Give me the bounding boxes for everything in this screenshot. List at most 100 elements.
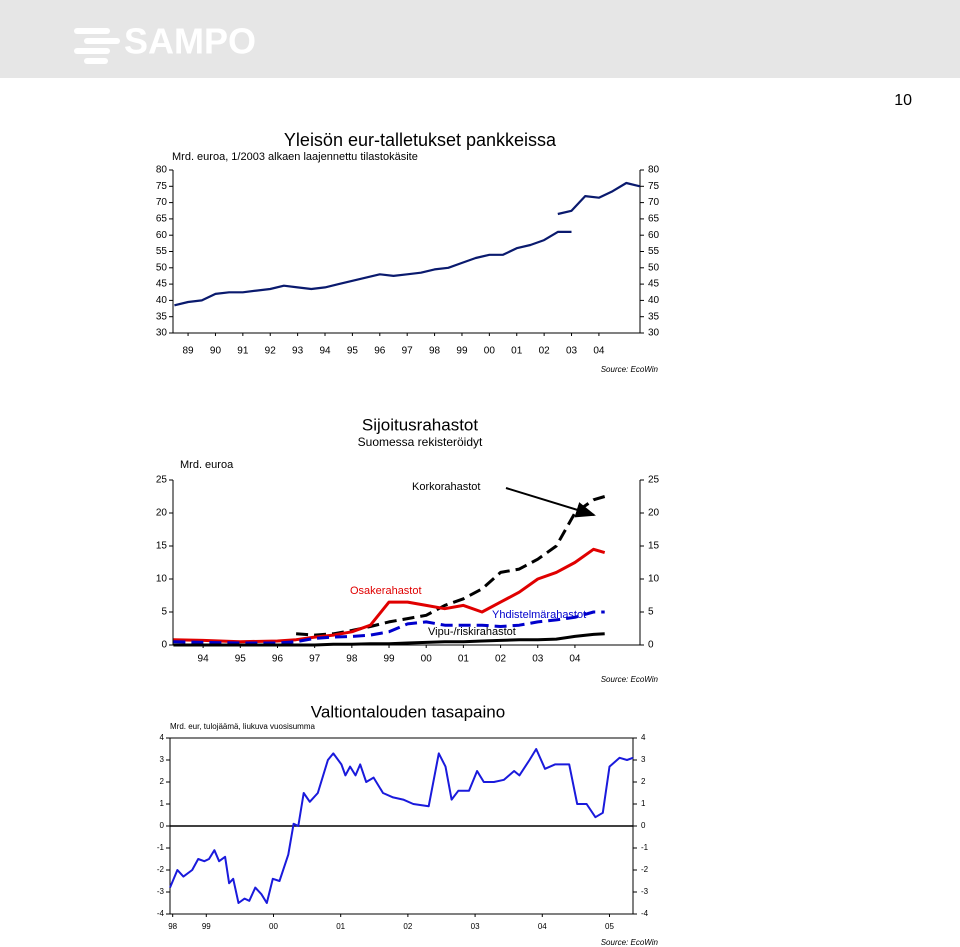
y-tick-label: 80 — [648, 165, 660, 176]
x-tick-label: 05 — [605, 922, 614, 931]
source: Source: EcoWin — [601, 938, 659, 947]
y-tick-label: 20 — [156, 508, 168, 519]
x-tick-label: 95 — [347, 346, 359, 357]
y-tick-label: 10 — [648, 574, 660, 585]
x-tick-label: 01 — [458, 654, 470, 665]
y-tick-label: 5 — [161, 607, 167, 618]
x-tick-label: 02 — [403, 922, 412, 931]
source: Source: EcoWin — [601, 675, 659, 684]
y-tick-label: -3 — [641, 887, 649, 896]
series-line — [295, 495, 606, 637]
unit-label: Mrd. euroa — [180, 459, 234, 471]
y-tick-label: 60 — [156, 230, 168, 241]
y-tick-label: -2 — [641, 865, 649, 874]
x-tick-label: 01 — [511, 346, 523, 357]
y-tick-label: -1 — [157, 843, 165, 852]
chart-title: Yleisön eur-talletukset pankkeissa — [284, 130, 557, 150]
x-tick-label: 03 — [471, 922, 480, 931]
series-label: Yhdistelmärahastot — [492, 609, 586, 621]
y-tick-label: 20 — [648, 508, 660, 519]
y-tick-label: 35 — [648, 311, 660, 322]
x-tick-label: 93 — [292, 346, 304, 357]
series-line — [169, 748, 634, 904]
x-tick-label: 98 — [429, 346, 441, 357]
series-line — [173, 610, 605, 645]
x-tick-label: 04 — [593, 346, 605, 357]
x-tick-label: 99 — [202, 922, 211, 931]
y-tick-label: 65 — [156, 214, 168, 225]
unit-label: Mrd. eur, tulojäämä, liukuva vuosisumma — [170, 722, 316, 731]
series-label: Vipu-/riskirahastot — [428, 626, 516, 638]
annotation-arrow — [505, 487, 596, 518]
chart-subtitle: Suomessa rekisteröidyt — [358, 435, 483, 449]
x-tick-label: 91 — [237, 346, 249, 357]
y-tick-label: 4 — [641, 733, 646, 742]
y-tick-label: 0 — [161, 640, 167, 651]
y-tick-label: 4 — [160, 733, 165, 742]
series-label: Osakerahastot — [350, 585, 422, 597]
y-tick-label: 55 — [156, 246, 168, 257]
y-tick-label: 75 — [648, 181, 660, 192]
y-tick-label: 30 — [156, 328, 168, 339]
x-tick-label: 04 — [538, 922, 547, 931]
page-number: 10 — [894, 92, 912, 109]
y-tick-label: 35 — [156, 311, 168, 322]
y-tick-label: 50 — [648, 262, 660, 273]
y-tick-label: 40 — [156, 295, 168, 306]
x-tick-label: 94 — [319, 346, 331, 357]
y-tick-label: 30 — [648, 328, 660, 339]
y-tick-label: 40 — [648, 295, 660, 306]
y-tick-label: 1 — [641, 799, 646, 808]
y-tick-label: 75 — [156, 181, 168, 192]
y-tick-label: 0 — [641, 821, 646, 830]
x-tick-label: 97 — [309, 654, 321, 665]
x-tick-label: 04 — [569, 654, 581, 665]
x-tick-label: 98 — [168, 922, 177, 931]
y-tick-label: -4 — [157, 909, 165, 918]
x-tick-label: 95 — [235, 654, 247, 665]
y-tick-label: 2 — [160, 777, 165, 786]
chart-title: Valtiontalouden tasapaino — [311, 702, 505, 721]
y-tick-label: 1 — [160, 799, 165, 808]
y-tick-label: 0 — [160, 821, 165, 830]
y-tick-label: 70 — [648, 197, 660, 208]
x-tick-label: 97 — [402, 346, 414, 357]
x-tick-label: 01 — [336, 922, 345, 931]
x-tick-label: 99 — [456, 346, 468, 357]
x-tick-label: 02 — [495, 654, 507, 665]
y-tick-label: 3 — [160, 755, 165, 764]
y-tick-label: 70 — [156, 197, 168, 208]
x-tick-label: 89 — [183, 346, 195, 357]
x-tick-label: 03 — [566, 346, 578, 357]
chart-title: Sijoitusrahastot — [362, 415, 479, 434]
y-tick-label: 5 — [648, 607, 654, 618]
x-tick-label: 03 — [532, 654, 544, 665]
y-tick-label: 80 — [156, 165, 168, 176]
unit-label: Mrd. euroa, 1/2003 alkaen laajennettu ti… — [172, 151, 418, 163]
y-tick-label: 15 — [156, 541, 168, 552]
x-tick-label: 00 — [421, 654, 433, 665]
x-tick-label: 98 — [346, 654, 358, 665]
series-line — [173, 547, 606, 644]
y-tick-label: 15 — [648, 541, 660, 552]
y-tick-label: 55 — [648, 246, 660, 257]
source: Source: EcoWin — [601, 365, 659, 374]
y-tick-label: 25 — [156, 475, 168, 486]
series-line — [557, 181, 641, 216]
y-tick-label: -2 — [157, 865, 165, 874]
series-line — [173, 632, 605, 647]
y-tick-label: 60 — [648, 230, 660, 241]
x-tick-label: 90 — [210, 346, 222, 357]
x-tick-label: 96 — [272, 654, 284, 665]
y-tick-label: -1 — [641, 843, 649, 852]
y-tick-label: -4 — [641, 909, 649, 918]
y-tick-label: 0 — [648, 640, 654, 651]
series-label: Korkorahastot — [412, 481, 480, 493]
logo-text: SAMPO — [124, 21, 256, 62]
y-tick-label: 45 — [156, 279, 168, 290]
x-tick-label: 02 — [539, 346, 551, 357]
y-tick-label: -3 — [157, 887, 165, 896]
x-tick-label: 00 — [269, 922, 278, 931]
y-tick-label: 3 — [641, 755, 646, 764]
